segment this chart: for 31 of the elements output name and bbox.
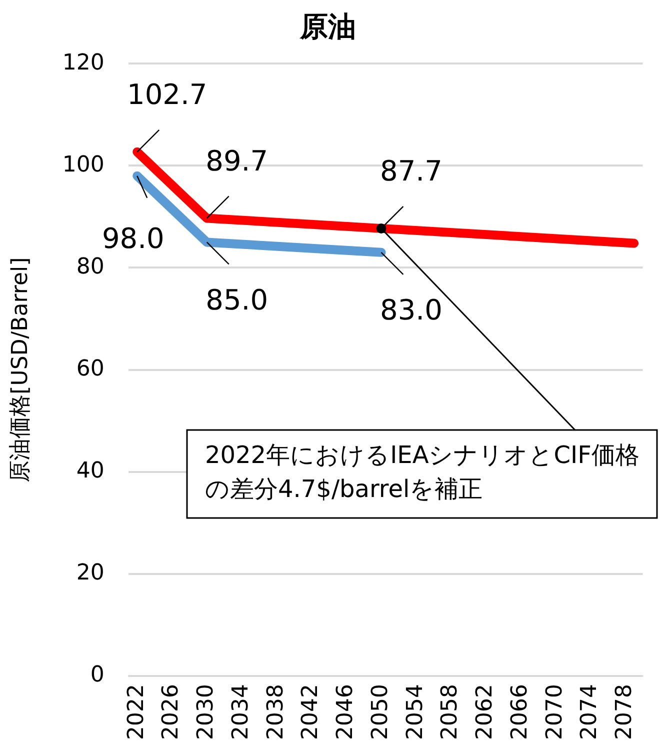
y-tick-label: 100 bbox=[62, 152, 104, 178]
x-tick-label: 2022 bbox=[124, 684, 149, 740]
data-label: 85.0 bbox=[206, 284, 268, 316]
x-tick-label: 2078 bbox=[612, 684, 638, 740]
y-axis-title: 原油価格[USD/Barrel] bbox=[8, 257, 33, 482]
y-tick-label: 20 bbox=[76, 560, 104, 586]
data-label: 83.0 bbox=[380, 294, 442, 327]
y-tick-label: 80 bbox=[76, 254, 104, 280]
x-tick-label: 2034 bbox=[228, 684, 254, 740]
x-tick-label: 2066 bbox=[507, 684, 532, 740]
x-tick-label: 2046 bbox=[333, 684, 358, 740]
x-tick-label: 2042 bbox=[298, 684, 324, 740]
data-label: 98.0 bbox=[102, 222, 164, 256]
x-tick-label: 2074 bbox=[577, 684, 602, 740]
x-tick-label: 2070 bbox=[542, 684, 568, 740]
x-tick-label: 2050 bbox=[368, 684, 393, 740]
y-tick-label: 120 bbox=[62, 50, 104, 76]
y-tick-label: 0 bbox=[90, 662, 104, 688]
x-tick-label: 2026 bbox=[158, 684, 184, 740]
annotation: 2022年におけるIEAシナリオとCIF価格の差分4.7$/barrelを補正 bbox=[205, 441, 640, 504]
x-tick-label: 2058 bbox=[438, 684, 463, 740]
data-label: 87.7 bbox=[380, 154, 442, 188]
chart-title: 原油 bbox=[299, 10, 356, 44]
y-tick-label: 40 bbox=[76, 458, 104, 484]
x-tick-label: 2054 bbox=[402, 684, 428, 740]
x-tick-label: 2062 bbox=[472, 684, 498, 740]
x-tick-label: 2030 bbox=[194, 684, 219, 740]
x-tick-label: 2038 bbox=[263, 684, 288, 740]
data-label: 102.7 bbox=[127, 78, 208, 112]
data-label: 89.7 bbox=[206, 144, 268, 178]
y-tick-label: 60 bbox=[76, 356, 104, 382]
